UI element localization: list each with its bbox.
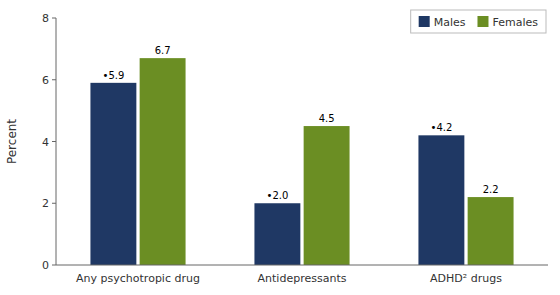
category-label: ADHD² drugs (430, 272, 502, 285)
legend: Males Females (411, 10, 546, 33)
bar (468, 197, 514, 265)
tick-label: 8 (42, 12, 49, 25)
tick-label: 0 (42, 259, 49, 272)
tick-mark (52, 265, 56, 266)
data-label: 6.7 (155, 45, 171, 56)
bar (254, 203, 300, 265)
axis-label: Percent (5, 119, 19, 164)
legend-box (411, 10, 546, 33)
data-labels: •5.9 6.7 •2.0 4.5 •4.2 2.2 (102, 45, 498, 201)
legend-label: Males (434, 16, 466, 29)
data-label: 4.5 (319, 113, 335, 124)
bar (304, 126, 350, 265)
bars (90, 58, 513, 265)
legend-label: Females (492, 16, 538, 29)
category-label: Any psychotropic drug (76, 272, 200, 285)
chart: 0 2 4 6 8 Percent •5.9 6.7 •2.0 4.5 •4.2 2.2 Any psy… (0, 0, 560, 295)
tick-label: 6 (42, 74, 49, 87)
data-label: •5.9 (102, 70, 124, 81)
tick-mark (52, 203, 56, 204)
tick-mark (52, 18, 56, 19)
category-label: Antidepressants (258, 272, 347, 285)
bar (418, 135, 464, 265)
data-label: •2.0 (266, 190, 288, 201)
tick-label: 4 (42, 136, 49, 149)
data-label: •4.2 (430, 122, 452, 133)
legend-swatch (477, 16, 488, 27)
bar (140, 58, 186, 265)
tick-mark (52, 79, 56, 80)
tick-mark (52, 141, 56, 142)
data-label: 2.2 (483, 184, 499, 195)
legend-swatch (419, 16, 430, 27)
y-axis (56, 18, 57, 265)
tick-label: 2 (42, 197, 49, 210)
bar (90, 83, 136, 265)
x-axis (56, 265, 548, 266)
